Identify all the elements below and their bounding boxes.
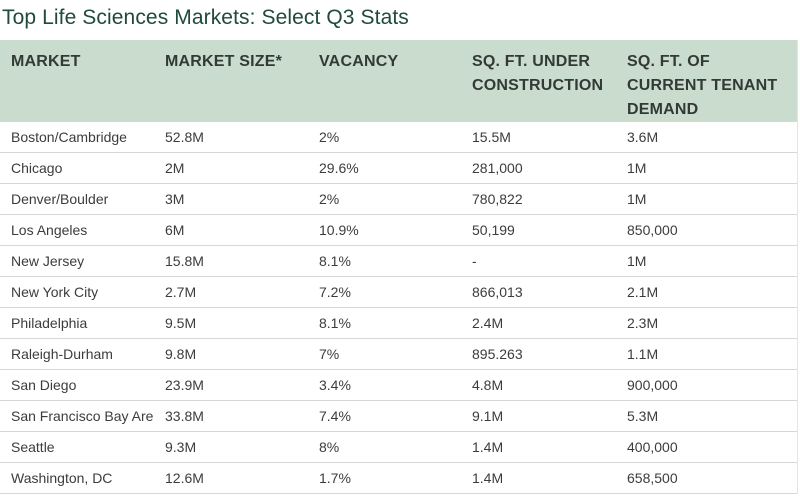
table-body: Boston/Cambridge 52.8M 2% 15.5M 3.6M Chicago 2… (0, 122, 797, 493)
vacancy-cell: 1.7% (319, 469, 351, 486)
vacancy-cell: 7.4% (319, 407, 351, 424)
table-row: New Jersey 15.8M 8.1% - 1M (0, 245, 797, 276)
market-cell: Denver/Boulder (11, 190, 109, 207)
market-cell: New Jersey (11, 252, 85, 269)
vacancy-cell: 3.4% (319, 376, 351, 393)
table-row: San Francisco Bay Area 33.8M 7.4% 9.1M 5.3M (0, 400, 797, 431)
sqft-under-construction-cell: 866,013 (472, 283, 523, 300)
table-title: Top Life Sciences Markets: Select Q3 Sta… (2, 6, 409, 29)
market-size-cell: 9.8M (165, 345, 197, 362)
sqft-under-construction-cell: 4.8M (472, 376, 504, 393)
sqft-under-construction-cell: 9.1M (472, 407, 504, 424)
sqft-under-construction-cell: 895.263 (472, 345, 523, 362)
column-header-market-size: MARKET SIZE* (165, 53, 283, 70)
market-cell: Washington, DC (11, 469, 113, 486)
market-size-cell: 15.8M (165, 252, 204, 269)
stats-table: MARKET MARKET SIZE* VACANCY SQ. FT. UNDE… (0, 40, 797, 494)
sqft-under-construction-cell: 780,822 (472, 190, 523, 207)
table-row: Philadelphia 9.5M 8.1% 2.4M 2.3M (0, 307, 797, 338)
market-cell: San Francisco Bay Area (11, 407, 154, 424)
table-row: Los Angeles 6M 10.9% 50,199 850,000 (0, 214, 797, 245)
market-cell: Seattle (11, 438, 55, 455)
market-cell: Boston/Cambridge (11, 128, 127, 145)
market-size-cell: 9.3M (165, 438, 197, 455)
tenant-demand-cell: 400,000 (627, 438, 678, 455)
tenant-demand-cell: 1M (627, 159, 647, 176)
vacancy-cell: 29.6% (319, 159, 359, 176)
vacancy-cell: 10.9% (319, 221, 359, 238)
column-header-sqft-under-construction: SQ. FT. UNDER CONSTRUCTION (472, 53, 604, 94)
table-row: Raleigh-Durham 9.8M 7% 895.263 1.1M (0, 338, 797, 369)
market-size-cell: 3M (165, 190, 185, 207)
column-header-market: MARKET (11, 53, 81, 70)
tenant-demand-cell: 3.6M (627, 128, 659, 145)
column-header-vacancy: VACANCY (319, 53, 399, 70)
market-size-cell: 6M (165, 221, 185, 238)
market-size-cell: 12.6M (165, 469, 204, 486)
tenant-demand-cell: 1M (627, 252, 647, 269)
table-row: Seattle 9.3M 8% 1.4M 400,000 (0, 431, 797, 462)
tenant-demand-cell: 900,000 (627, 376, 678, 393)
market-size-cell: 2.7M (165, 283, 197, 300)
market-cell: Los Angeles (11, 221, 88, 238)
tenant-demand-cell: 850,000 (627, 221, 678, 238)
table-row: Boston/Cambridge 52.8M 2% 15.5M 3.6M (0, 122, 797, 152)
sqft-under-construction-cell: 15.5M (472, 128, 511, 145)
sqft-under-construction-cell: 281,000 (472, 159, 523, 176)
market-size-cell: 33.8M (165, 407, 204, 424)
vacancy-cell: 8% (319, 438, 340, 455)
vacancy-cell: 2% (319, 128, 340, 145)
vacancy-cell: 2% (319, 190, 340, 207)
market-cell: New York City (11, 283, 99, 300)
sqft-under-construction-cell: - (472, 252, 477, 269)
table-row: San Diego 23.9M 3.4% 4.8M 900,000 (0, 369, 797, 400)
tenant-demand-cell: 1M (627, 190, 647, 207)
table-row: Denver/Boulder 3M 2% 780,822 1M (0, 183, 797, 214)
sqft-under-construction-cell: 1.4M (472, 469, 504, 486)
sqft-under-construction-cell: 1.4M (472, 438, 504, 455)
market-cell: Chicago (11, 159, 63, 176)
market-size-cell: 9.5M (165, 314, 197, 331)
market-size-cell: 23.9M (165, 376, 204, 393)
vacancy-cell: 7.2% (319, 283, 351, 300)
market-cell: Philadelphia (11, 314, 88, 331)
tenant-demand-cell: 5.3M (627, 407, 659, 424)
market-size-cell: 2M (165, 159, 185, 176)
column-header-sqft-tenant-demand: SQ. FT. OF CURRENT TENANT DEMAND (627, 53, 778, 118)
vacancy-cell: 7% (319, 345, 340, 362)
table-header-row: MARKET MARKET SIZE* VACANCY SQ. FT. UNDE… (0, 40, 797, 122)
tenant-demand-cell: 2.3M (627, 314, 659, 331)
table-row: Washington, DC 12.6M 1.7% 1.4M 658,500 (0, 462, 797, 493)
sqft-under-construction-cell: 2.4M (472, 314, 504, 331)
table-row: Chicago 2M 29.6% 281,000 1M (0, 152, 797, 183)
sqft-under-construction-cell: 50,199 (472, 221, 515, 238)
vacancy-cell: 8.1% (319, 252, 351, 269)
table-right-border (797, 40, 798, 494)
market-cell: Raleigh-Durham (11, 345, 113, 362)
vacancy-cell: 8.1% (319, 314, 351, 331)
tenant-demand-cell: 1.1M (627, 345, 659, 362)
tenant-demand-cell: 658,500 (627, 469, 678, 486)
tenant-demand-cell: 2.1M (627, 283, 659, 300)
market-cell: San Diego (11, 376, 77, 393)
table-row: New York City 2.7M 7.2% 866,013 2.1M (0, 276, 797, 307)
market-size-cell: 52.8M (165, 128, 204, 145)
